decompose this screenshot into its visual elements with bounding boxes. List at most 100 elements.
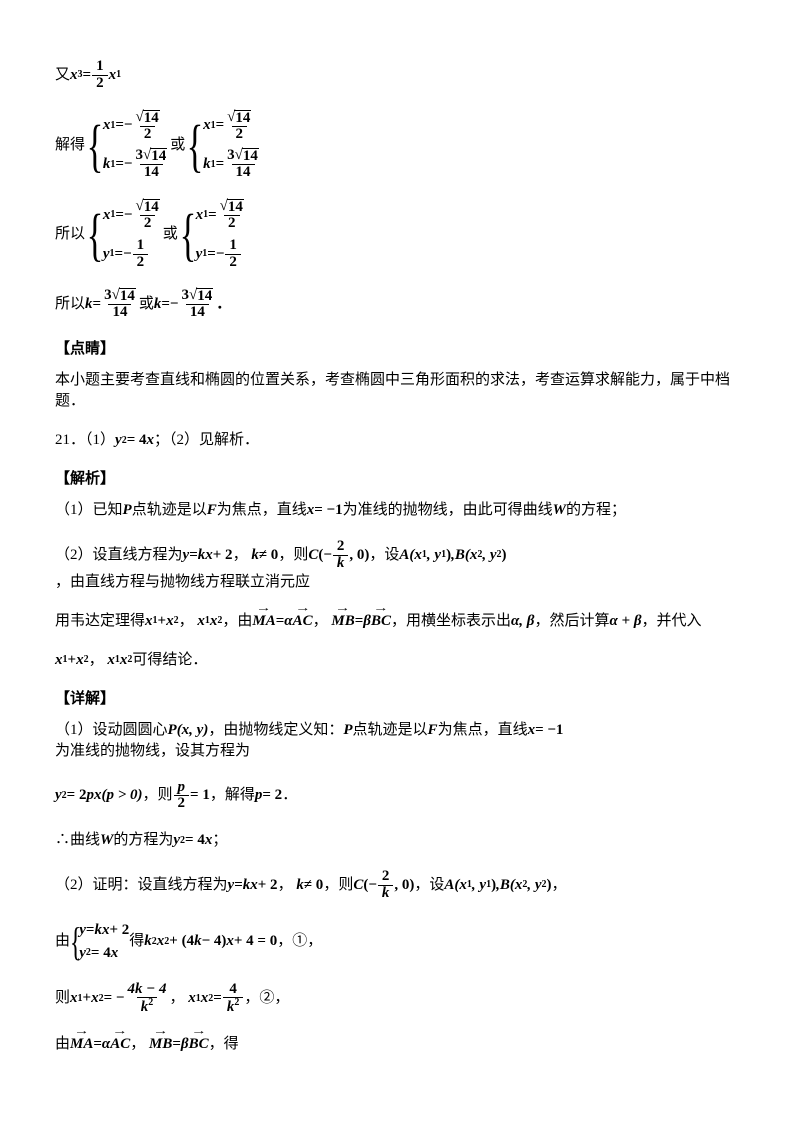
- var-x: x: [109, 65, 117, 86]
- eq: =: [115, 244, 124, 265]
- v: y: [228, 875, 235, 896]
- var-A: A: [399, 545, 409, 566]
- num: 1: [227, 238, 239, 254]
- vec-AC: AC: [110, 1034, 130, 1055]
- eq: =: [213, 988, 222, 1009]
- var: x: [103, 115, 111, 136]
- text: ，并代入: [642, 611, 702, 632]
- sub: 1: [116, 68, 121, 82]
- var-P: P: [123, 500, 132, 521]
- eq: =: [234, 875, 243, 896]
- var-F: F: [428, 720, 438, 741]
- eq: =: [216, 115, 225, 136]
- v: x: [197, 611, 205, 632]
- var-B: B: [455, 545, 465, 566]
- v: x: [205, 830, 213, 851]
- eq: =: [115, 154, 124, 175]
- text: 所以: [55, 224, 85, 245]
- v: x: [188, 988, 196, 1009]
- eq: =: [189, 545, 198, 566]
- xj-4: （2）证明：设直线方程为 y = kx + 2 ， k ≠ 0 ，则 C(− 2…: [55, 869, 739, 902]
- system-4: { x1 = 142 y1 = − 12: [178, 199, 247, 270]
- text: 点轨迹是以: [132, 500, 207, 521]
- den: 2: [92, 75, 108, 92]
- den: 2: [225, 254, 241, 271]
- var: k: [103, 154, 111, 175]
- v: x: [145, 611, 153, 632]
- v: , y: [527, 875, 541, 896]
- v: x: [528, 720, 536, 741]
- den: 14: [140, 164, 163, 181]
- text: ，: [170, 988, 185, 1009]
- v: x: [111, 943, 119, 964]
- den: 2: [232, 126, 248, 143]
- var-A: A: [444, 875, 454, 896]
- text: ∴曲线: [55, 830, 100, 851]
- text: ，得: [209, 1034, 239, 1055]
- text: ，②，: [244, 988, 289, 1009]
- var: x: [203, 115, 211, 136]
- den: 14: [232, 164, 255, 181]
- text: 用韦达定理得: [55, 611, 145, 632]
- neg: −: [124, 205, 133, 226]
- text: ；（2）见解析．: [154, 430, 259, 451]
- xiangjie-header: 【详解】: [55, 689, 739, 710]
- v: y: [173, 830, 180, 851]
- text: （2）证明：设直线方程为: [55, 875, 228, 896]
- eq: =: [86, 920, 95, 941]
- sup: 2: [234, 997, 239, 1008]
- text: ．: [282, 785, 297, 806]
- num: 2: [380, 869, 392, 885]
- eq: =: [216, 154, 225, 175]
- v: x: [205, 545, 213, 566]
- num: 1: [94, 59, 106, 75]
- text: ，设: [414, 875, 444, 896]
- v: k: [296, 875, 304, 896]
- v: x: [226, 931, 234, 952]
- neq: ≠ 0: [304, 875, 323, 896]
- var-B: B: [500, 875, 510, 896]
- lp: (−: [363, 875, 377, 896]
- system-1: { x1 = − 142 k1 = − 31414: [85, 110, 170, 182]
- den: 2: [140, 126, 156, 143]
- v: y: [183, 545, 190, 566]
- v: (x: [510, 875, 523, 896]
- eq: = 4: [127, 430, 147, 451]
- v: k: [194, 931, 202, 952]
- v: x: [102, 920, 110, 941]
- eq: = −1: [314, 500, 342, 521]
- jiexi-p2: （2）设直线方程为 y = kx + 2 ， k ≠ 0 ，则 C(− 2k ,…: [55, 539, 739, 593]
- text: 得: [129, 931, 144, 952]
- var: k: [203, 154, 211, 175]
- dianjing-body: 本小题主要考查直线和椭圆的位置关系，考查椭圆中三角形面积的求法，考查运算求解能力…: [55, 370, 739, 412]
- jiexi-header: 【解析】: [55, 469, 739, 490]
- var-y: y: [115, 430, 122, 451]
- text: 的方程为: [113, 830, 173, 851]
- eq: = −1: [535, 720, 563, 741]
- xj-5: 由 { y = kx + 2 y2 = 4x 得 k2x2 + (4k − 4)…: [55, 920, 739, 964]
- vec-BC: BC: [371, 611, 391, 632]
- eq: =: [115, 205, 124, 226]
- neg: −: [124, 115, 133, 136]
- or: 或: [139, 294, 154, 315]
- equation-line-3: 所以 { x1 = − 142 y1 = − 12 或 { x1 = 142: [55, 199, 739, 270]
- op: +: [158, 611, 167, 632]
- text: ，: [552, 875, 567, 896]
- text: ，然后计算: [534, 611, 609, 632]
- v: x: [157, 931, 165, 952]
- var-C: C: [308, 545, 318, 566]
- v: x: [201, 988, 209, 1009]
- text: ；: [212, 830, 227, 851]
- v: k: [144, 931, 152, 952]
- num: 1: [135, 238, 147, 254]
- eq: =: [161, 294, 170, 315]
- v: , y: [472, 875, 486, 896]
- rad: 14: [196, 288, 213, 304]
- jiexi-p3: 用韦达定理得 x1 + x2 ， x1x2 ，由 MA = αAC ， MB =…: [55, 611, 739, 632]
- vec-MB: MB: [149, 1034, 172, 1055]
- op: + 4 = 0: [234, 931, 277, 952]
- rp: ): [502, 545, 507, 566]
- system-2: { x1 = 142 k1 = 31414: [185, 110, 262, 182]
- v: x: [94, 785, 102, 806]
- text: 为准线的抛物线，由此可得曲线: [343, 500, 553, 521]
